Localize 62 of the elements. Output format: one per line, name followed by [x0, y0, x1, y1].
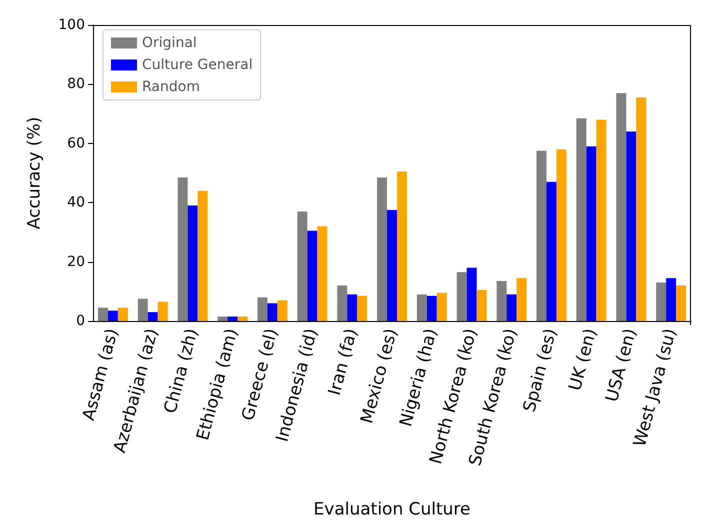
- bar: [396, 172, 407, 321]
- bar: [436, 292, 447, 321]
- bar: [676, 285, 686, 321]
- bar: [616, 93, 626, 321]
- bar: [158, 302, 168, 321]
- bar: [576, 118, 586, 321]
- bar: [506, 294, 517, 321]
- legend-label: Culture General: [142, 57, 253, 73]
- bar: [188, 206, 198, 321]
- bar: [98, 308, 108, 321]
- bar: [228, 316, 238, 321]
- y-tick-label: 80: [67, 76, 85, 92]
- bar: [416, 294, 427, 321]
- x-tick-label: UK (en): [565, 326, 601, 393]
- bar: [148, 312, 158, 321]
- x-axis-title: Evaluation Culture: [314, 500, 470, 520]
- bar: [267, 303, 278, 321]
- bar: [556, 149, 566, 321]
- bar: [666, 278, 676, 321]
- bar: [198, 190, 208, 321]
- bar: [357, 296, 368, 321]
- x-tick-label: Assam (as): [78, 326, 123, 423]
- bar: [307, 230, 318, 321]
- x-tick-label: USA (en): [602, 326, 641, 404]
- bar: [456, 272, 467, 321]
- bar: [118, 308, 128, 321]
- bar: [426, 296, 437, 321]
- bar: [347, 294, 358, 321]
- bar: [178, 177, 188, 321]
- bar: [218, 316, 228, 321]
- legend-label: Original: [142, 35, 197, 51]
- y-tick-label: 0: [76, 313, 85, 329]
- bar: [337, 285, 348, 321]
- legend-label: Random: [142, 79, 200, 95]
- x-tick-label: Spain (es): [520, 326, 562, 414]
- bar: [596, 120, 606, 321]
- bar: [586, 146, 596, 321]
- bar: [277, 300, 288, 321]
- bar: [656, 282, 666, 321]
- bar: [536, 150, 546, 321]
- bar: [238, 316, 248, 321]
- bar: [466, 268, 477, 321]
- bar: [377, 177, 388, 321]
- y-tick-label: 60: [67, 135, 85, 152]
- x-tick-label: Iran (fa): [324, 326, 362, 398]
- bar: [317, 226, 328, 321]
- y-tick-label: 40: [67, 194, 85, 211]
- bar: [626, 132, 636, 321]
- bar: [387, 210, 397, 321]
- bar: [476, 290, 487, 321]
- bar: [496, 281, 507, 321]
- x-tick-label: China (zh): [160, 326, 202, 416]
- bar: [546, 182, 556, 321]
- bar: [257, 297, 268, 321]
- bar: [138, 298, 148, 321]
- bar: [297, 211, 308, 321]
- bar: [108, 310, 118, 321]
- y-axis-title: Accuracy (%): [24, 116, 44, 230]
- y-tick-label: 20: [67, 254, 85, 270]
- bar: [516, 278, 527, 321]
- y-tick-label: 100: [58, 17, 85, 33]
- bar: [636, 98, 646, 321]
